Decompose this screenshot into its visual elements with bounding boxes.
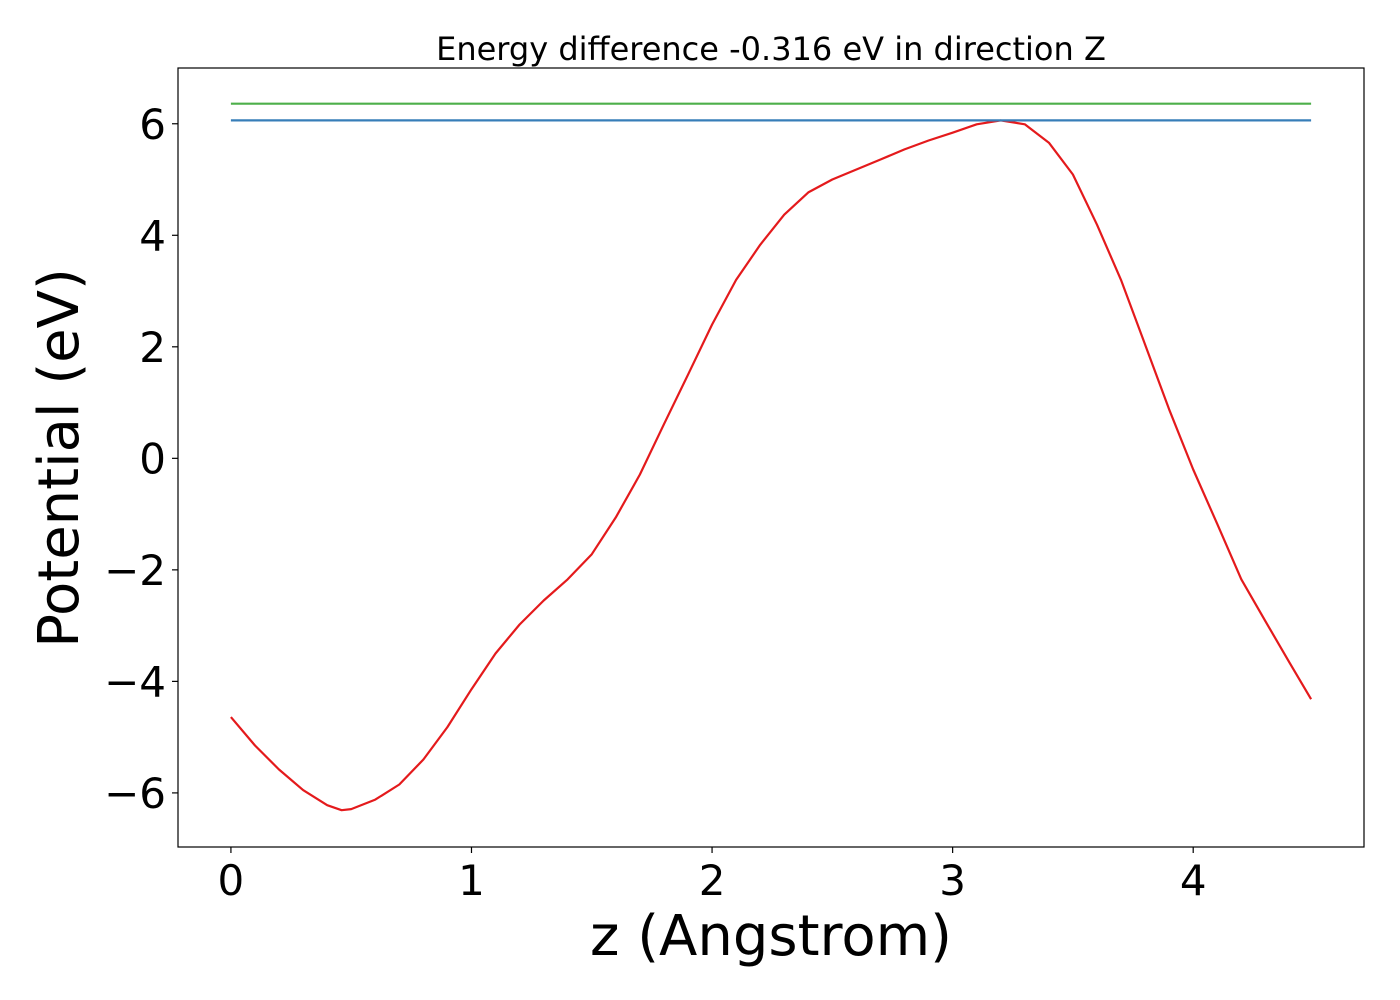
- x-axis: 0 1 2 3 4: [218, 847, 1207, 905]
- y-axis-label: Potential (eV): [27, 268, 92, 648]
- y-tick-label: 4: [139, 211, 166, 260]
- y-tick-label: 0: [139, 434, 166, 483]
- y-tick-label: −6: [104, 769, 166, 818]
- chart-title: Energy difference -0.316 eV in direction…: [436, 30, 1106, 68]
- y-tick-label: 6: [139, 100, 166, 149]
- x-tick-label: 0: [218, 856, 245, 905]
- y-tick-label: −2: [104, 546, 166, 595]
- y-tick-label: −4: [104, 657, 166, 706]
- series-line-0: [230, 119, 1313, 812]
- plot-frame: [177, 67, 1365, 848]
- x-axis-label: z (Angstrom): [590, 904, 952, 969]
- y-axis: −6 −4 −2 0 2 4 6: [104, 100, 178, 818]
- y-tick-label: 2: [139, 323, 166, 372]
- x-tick-label: 2: [699, 856, 726, 905]
- x-tick-label: 3: [939, 856, 966, 905]
- x-tick-label: 4: [1180, 856, 1207, 905]
- series-layer: [230, 102, 1313, 812]
- x-tick-label: 1: [458, 856, 485, 905]
